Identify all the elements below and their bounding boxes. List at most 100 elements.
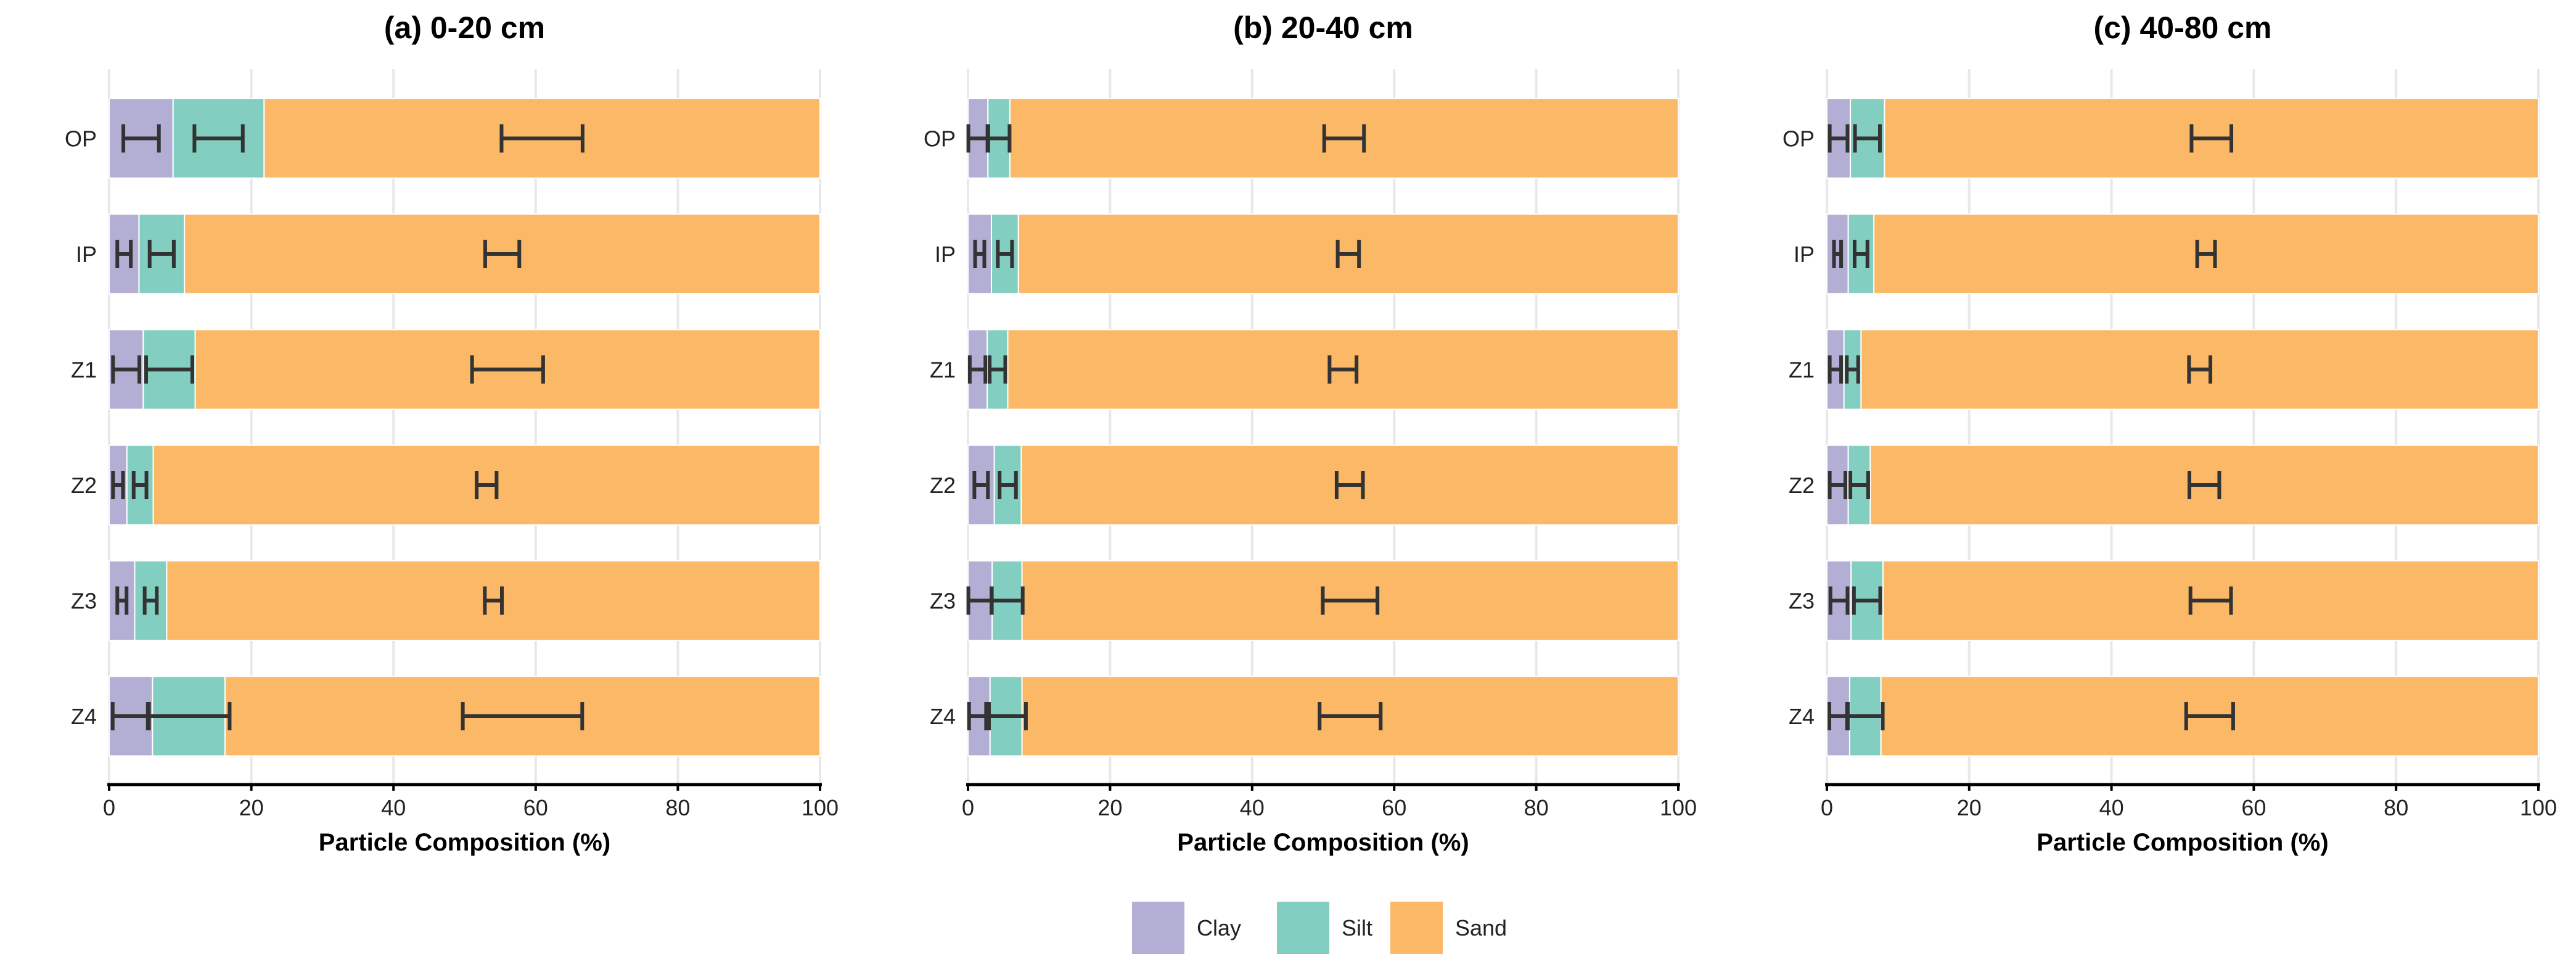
error-bar-silt [144, 355, 194, 384]
x-tick-label: 20 [239, 795, 264, 820]
error-bar-sand [483, 240, 522, 268]
error-bar-silt [1848, 471, 1870, 499]
x-tick-label: 20 [1097, 795, 1122, 820]
error-bar-clay [972, 471, 990, 499]
bar-silt [1847, 213, 1875, 295]
panel-title: (a) 0-20 cm [384, 10, 545, 45]
panel-title: (c) 40-80 cm [2093, 10, 2271, 45]
error-bar-sand [1321, 586, 1380, 615]
error-bar-silt [147, 240, 176, 268]
panel-3: (c) 40-80 cm OP IP Z1 Z2 Z3 Z4 0 20 40 60 80 100 Part… [1782, 10, 2557, 856]
error-bar-clay [111, 471, 125, 499]
bar-clay [109, 98, 174, 179]
error-bar-silt [1846, 702, 1885, 730]
y-tick-label: IP [76, 242, 97, 267]
y-tick-label: Z4 [71, 704, 97, 729]
error-bar-sand [461, 702, 585, 730]
y-tick-label: Z1 [1789, 357, 1815, 383]
error-bar-silt [146, 702, 232, 730]
legend: Clay Silt Sand [1132, 902, 1507, 954]
error-bar-sand [483, 586, 504, 615]
y-tick-label: Z3 [930, 589, 956, 614]
y-tick-label: Z2 [1789, 473, 1815, 498]
error-bar-sand [2195, 240, 2217, 268]
error-bar-silt [1853, 124, 1882, 153]
y-tick-label: OP [1782, 126, 1815, 152]
error-bar-sand [2184, 702, 2235, 730]
error-bar-clay [111, 355, 142, 384]
panel-1: (a) 0-20 cm OP IP Z1 Z2 Z3 Z4 0 20 40 60 80 100 Parti… [65, 10, 839, 856]
legend-label-clay: Clay [1197, 915, 1241, 940]
error-bar-sand [2187, 355, 2213, 384]
y-tick-label: Z4 [930, 704, 956, 729]
bar-silt [134, 560, 168, 641]
error-bar-silt [996, 240, 1014, 268]
error-bar-silt [142, 586, 159, 615]
error-bar-silt [1853, 240, 1869, 268]
error-bar-clay [115, 240, 133, 268]
error-bar-clay [1827, 124, 1850, 153]
error-bar-silt [998, 471, 1018, 499]
x-axis-label: Particle Composition (%) [319, 829, 610, 856]
bar-sand [1009, 98, 1679, 179]
y-tick-label: Z3 [71, 589, 97, 614]
error-bar-silt [131, 471, 149, 499]
x-tick-label: 60 [523, 795, 548, 820]
error-bar-silt [986, 124, 1012, 153]
error-bar-silt [192, 124, 245, 153]
legend-label-sand: Sand [1455, 915, 1507, 940]
legend-swatch-clay [1132, 902, 1184, 954]
x-tick-label: 40 [1240, 795, 1265, 820]
error-bar-clay [115, 586, 129, 615]
x-tick-label: 80 [1524, 795, 1549, 820]
y-tick-label: OP [65, 126, 97, 152]
error-bar-silt [990, 586, 1025, 615]
error-bar-silt [1845, 355, 1860, 384]
x-tick-label: 100 [1660, 795, 1697, 820]
y-tick-label: Z2 [930, 473, 956, 498]
error-bar-clay [973, 240, 987, 268]
error-bar-sand [1322, 124, 1366, 153]
y-tick-label: Z4 [1789, 704, 1815, 729]
error-bar-sand [1327, 355, 1359, 384]
error-bar-clay [967, 355, 988, 384]
error-bar-sand [1335, 240, 1361, 268]
error-bar-sand [475, 471, 499, 499]
legend-swatch-silt [1277, 902, 1329, 954]
error-bar-sand [2187, 471, 2221, 499]
error-bar-sand [470, 355, 545, 384]
x-tick-label: 60 [1382, 795, 1406, 820]
x-tick-label: 100 [2520, 795, 2557, 820]
legend-label-silt: Silt [1342, 915, 1372, 940]
y-tick-label: OP [924, 126, 956, 152]
y-tick-label: Z2 [71, 473, 97, 498]
error-bar-silt [1852, 586, 1882, 615]
error-bar-clay [1832, 240, 1844, 268]
x-tick-label: 100 [802, 795, 839, 820]
error-bar-clay [1827, 471, 1848, 499]
x-tick-label: 40 [2099, 795, 2124, 820]
x-axis-label: Particle Composition (%) [1177, 829, 1469, 856]
error-bar-sand [2188, 586, 2233, 615]
panel-2: (b) 20-40 cm OP IP Z1 Z2 Z3 Z4 0 20 40 60 80 100 Part… [924, 10, 1697, 856]
y-tick-label: Z1 [71, 357, 97, 383]
error-bar-sand [2189, 124, 2234, 153]
x-tick-label: 80 [2384, 795, 2408, 820]
x-tick-label: 60 [2241, 795, 2266, 820]
y-tick-label: Z3 [1789, 589, 1815, 614]
y-tick-label: IP [1794, 242, 1815, 267]
error-bar-silt [984, 702, 1028, 730]
y-tick-label: IP [935, 242, 956, 267]
error-bar-sand [1334, 471, 1365, 499]
error-bar-sand [1318, 702, 1383, 730]
error-bar-clay [121, 124, 161, 153]
x-tick-label: 40 [381, 795, 406, 820]
error-bar-sand [499, 124, 585, 153]
x-tick-label: 20 [1957, 795, 1982, 820]
x-tick-label: 0 [103, 795, 115, 820]
error-bar-silt [988, 355, 1007, 384]
error-bar-clay [1828, 586, 1850, 615]
x-tick-label: 0 [962, 795, 974, 820]
x-tick-label: 0 [1821, 795, 1833, 820]
